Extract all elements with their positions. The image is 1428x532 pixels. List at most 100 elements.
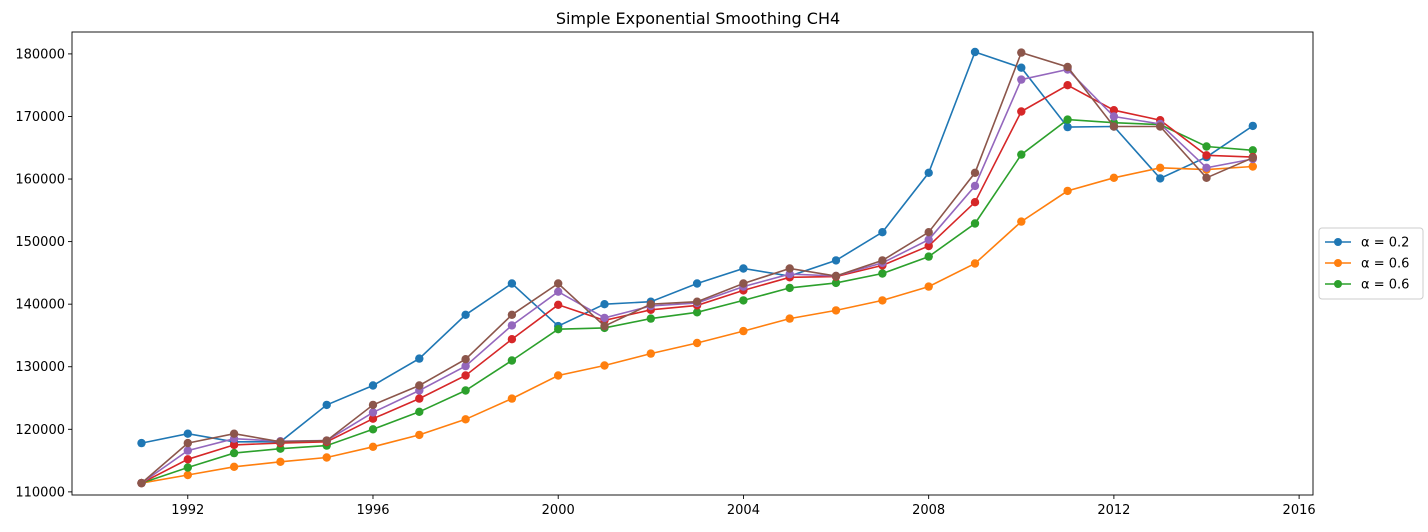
series-4 [137,65,1258,488]
data-point [322,436,331,445]
data-point [878,296,887,305]
data-point [1063,62,1072,72]
data-point [461,415,470,424]
data-point [970,168,980,177]
data-point [507,279,517,288]
data-point [507,310,517,319]
data-point [970,198,980,207]
data-point [415,394,424,403]
data-point [924,235,933,244]
data-point [1017,150,1026,159]
legend-item: α = 0.2 [1325,236,1409,251]
legend-label: α = 0.6 [1361,278,1409,293]
data-point [1017,107,1026,116]
data-point [554,287,563,296]
series-line-4 [141,68,1253,484]
series-line-5 [140,51,1254,484]
legend-label: α = 0.2 [1361,236,1409,251]
data-point [970,219,980,228]
legend-item: α = 0.6 [1325,257,1409,272]
series-line-1 [141,165,1253,484]
data-point [507,335,517,344]
legend-marker [1334,280,1342,288]
data-point [1109,112,1119,121]
y-tick-label: 180000 [15,47,65,62]
x-tick-label: 2000 [542,503,575,518]
data-point [1156,163,1165,172]
data-point [1202,173,1211,182]
data-point [600,300,609,309]
data-point [461,310,470,319]
data-point [183,455,192,464]
data-point [507,321,517,330]
plot-frame [71,31,1314,496]
data-point [924,252,933,261]
data-point [1202,163,1211,172]
data-point [229,448,239,458]
y-tick-label: 150000 [15,235,65,250]
x-tick-label: 1996 [356,503,389,518]
data-point [1017,75,1026,84]
data-point [739,326,748,336]
data-point [692,279,702,288]
y-tick-label: 120000 [15,423,65,438]
data-point [229,440,239,450]
data-point [1109,173,1119,182]
data-point [878,228,887,237]
data-point [1109,106,1119,115]
data-point [1202,142,1211,151]
data-point [831,306,841,315]
data-point [415,354,424,363]
data-point [831,271,841,281]
data-point [415,381,424,390]
data-point [1248,146,1258,155]
data-point [368,381,378,390]
legend-marker [1334,259,1342,267]
data-point [1063,81,1072,90]
data-point [692,297,702,306]
x-tick-label: 2012 [1097,503,1130,518]
data-point [368,425,378,434]
legend: α = 0.2 α = 0.6 α = 0.6 [1318,227,1424,300]
data-point [461,355,470,364]
data-point [461,371,470,380]
data-point [1248,162,1258,171]
data-point [924,228,933,237]
series-1 [137,162,1258,488]
y-tick-label: 140000 [15,298,65,313]
legend-box [1318,227,1424,300]
data-point [507,394,517,403]
data-point [831,278,841,288]
data-point [1017,48,1026,57]
data-point [1063,186,1072,196]
data-point [415,430,424,440]
data-point [183,470,192,480]
data-point [368,408,378,417]
series-0 [137,47,1258,448]
data-point [739,296,748,305]
data-point [1063,122,1072,132]
data-point [600,321,609,331]
axes: 1992 1996 2000 2004 2008 2012 2016 110000 120000… [15,31,1316,518]
data-point [507,356,517,365]
series-5 [137,48,1258,488]
x-tick-label: 2016 [1283,503,1316,518]
data-point [322,453,331,462]
data-point [646,349,655,358]
legend-label: α = 0.6 [1361,257,1409,272]
data-point [646,314,655,323]
chart-title: Simple Exponential Smoothing CH4 [556,9,840,28]
data-point [183,446,192,455]
data-point [276,457,285,466]
data-point [924,241,933,251]
data-point [368,414,378,423]
data-point [970,181,980,191]
data-point [554,325,563,334]
y-tick-label: 160000 [15,173,65,188]
data-point [1017,217,1026,226]
data-point [229,429,239,438]
data-point [970,47,980,57]
data-point [692,338,702,348]
